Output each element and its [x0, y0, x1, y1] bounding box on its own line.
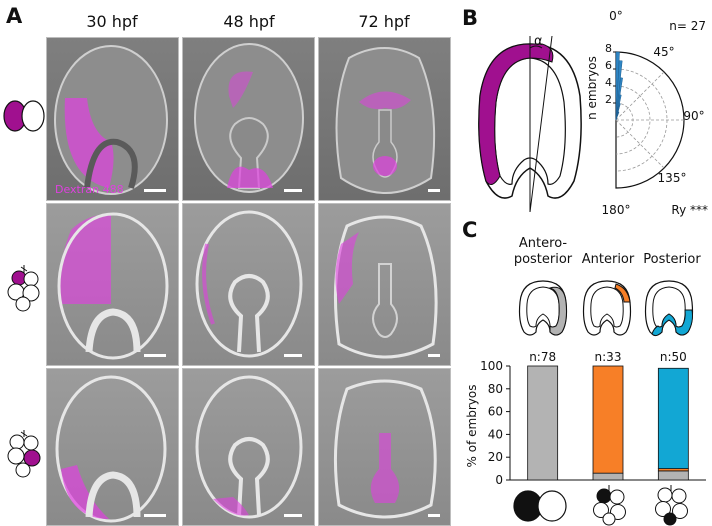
bar-y-tick-label: 0 [495, 473, 503, 487]
panel-letter-c: C [462, 218, 478, 242]
scale-bar [428, 514, 440, 517]
mini-embryo-posterior [644, 280, 694, 337]
scale-bar [284, 354, 302, 357]
stacked-bar-chart: % of embryos 0 20 40 60 80 100 n:78 n:33 n:50 [465, 350, 706, 487]
category-label-anterior: Anterior [581, 252, 635, 267]
polar-radial-tick-6: 6 [605, 59, 612, 72]
bar-count-label: n:50 [660, 350, 687, 364]
micrograph-r3-72hpf [318, 368, 451, 526]
two-cell-icon [3, 100, 45, 132]
micrograph-r3-48hpf [182, 368, 315, 526]
bottom-eight-cell-anterior-icon [593, 485, 626, 526]
polar-spoke [615, 71, 665, 121]
bar-segment [657, 470, 689, 481]
panel-letter-a: A [6, 4, 23, 28]
polar-angle-45: 45° [653, 45, 674, 59]
polar-ring [615, 85, 651, 155]
dextran-label: Dextran 488 [55, 183, 124, 196]
scale-bar [428, 354, 440, 357]
mini-embryo-antero-posterior [518, 280, 568, 336]
micrograph-r1-48hpf [182, 37, 315, 201]
category-label-posterior: Posterior [643, 252, 701, 267]
polar-angle-0: 0° [609, 9, 623, 23]
bar-y-tick-label: 40 [488, 427, 503, 441]
micrograph-r2-72hpf [318, 203, 451, 366]
column-header-72hpf: 72 hpf [358, 12, 410, 31]
bar-y-tick-label: 100 [480, 359, 503, 373]
scale-bar [144, 189, 166, 192]
eight-cell-posterior-icon [7, 430, 41, 478]
bar-count-label: n:78 [529, 350, 556, 364]
polar-outline [615, 51, 685, 189]
panel-letter-b: B [462, 6, 479, 30]
micrograph-r2-30hpf [46, 203, 179, 366]
polar-radial-tick-8: 8 [605, 42, 612, 55]
mini-embryo-anterior [582, 280, 632, 336]
bar-count-label: n:33 [595, 350, 622, 364]
micrograph-r1-30hpf: Dextran 488 [46, 37, 179, 201]
scale-bar [284, 514, 302, 517]
category-label-antero-posterior: Antero- posterior [513, 236, 573, 267]
alpha-label: α [534, 36, 543, 49]
polar-grid [613, 51, 685, 189]
bottom-eight-cell-posterior-icon [655, 485, 688, 526]
bar-segment [657, 367, 689, 470]
polar-angle-180: 180° [602, 203, 631, 217]
bar-segment [527, 365, 559, 481]
scale-bar [144, 514, 166, 517]
polar-test-label: Ry *** [671, 203, 708, 217]
embryo-schematic-alpha: α [478, 36, 582, 213]
polar-n-label: n= 27 [669, 19, 706, 33]
polar-radial-tick-2: 2 [605, 93, 612, 106]
column-header-48hpf: 48 hpf [223, 12, 275, 31]
scale-bar [428, 189, 440, 192]
micrograph-r3-30hpf [46, 368, 179, 526]
column-header-30hpf: 30 hpf [86, 12, 138, 31]
bar-segment [592, 472, 624, 481]
polar-ring [615, 68, 668, 172]
bar-y-tick-label: 80 [488, 382, 503, 396]
polar-histogram: n= 27 0° 45° 90° 135° 180° Ry *** n embr… [588, 9, 708, 217]
polar-radial-tick-4: 4 [605, 76, 612, 89]
eight-cell-anterior-icon [7, 265, 40, 312]
polar-angle-135: 135° [658, 171, 687, 185]
polar-bar [615, 111, 620, 121]
bar-y-tick-label: 20 [488, 450, 503, 464]
bar-y-axis-label: % of embryos [465, 385, 479, 468]
bar-segment [592, 365, 624, 474]
polar-radial-label: n embryos [588, 56, 599, 120]
scale-bar [284, 189, 302, 192]
polar-spoke [615, 119, 665, 169]
micrograph-r2-48hpf [182, 203, 315, 366]
bottom-two-cell-icon [513, 490, 567, 522]
polar-angle-90: 90° [683, 109, 704, 123]
micrograph-r1-72hpf [318, 37, 451, 201]
bar-y-tick-label: 60 [488, 405, 503, 419]
scale-bar [144, 354, 166, 357]
bar-marks: n:78 n:33 n:50 [527, 350, 689, 481]
